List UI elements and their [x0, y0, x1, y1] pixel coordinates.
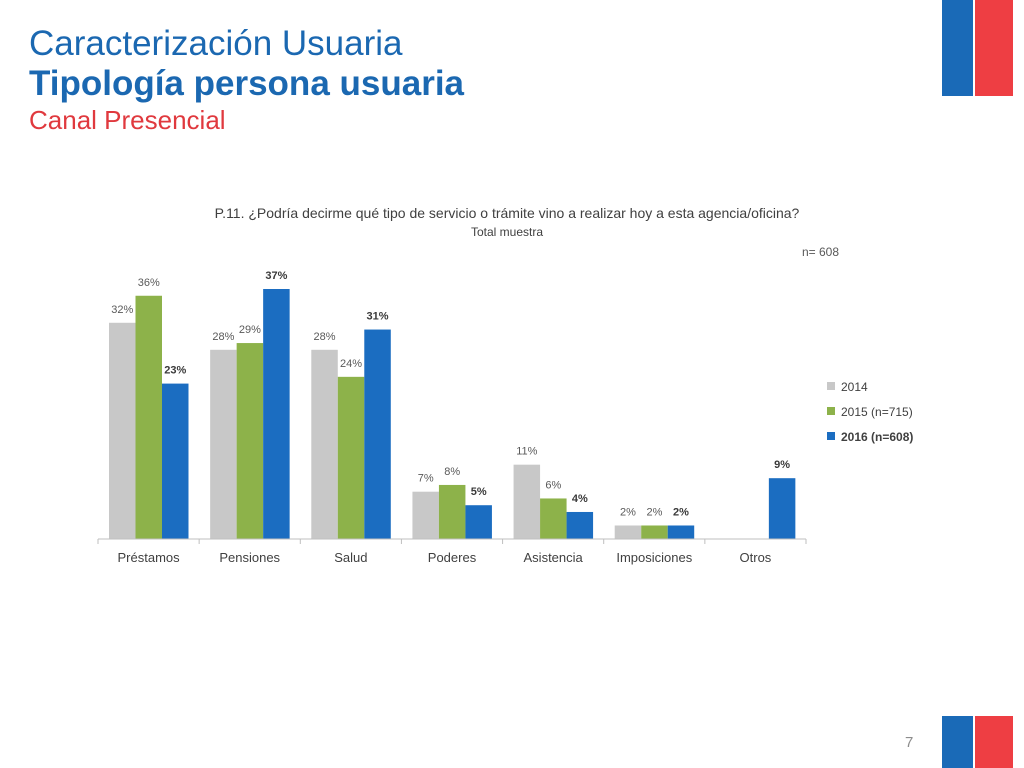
data-label: 9%: [774, 459, 790, 471]
sample-size-note: n= 608: [802, 245, 839, 259]
x-tick-label: Préstamos: [118, 550, 181, 565]
bar: [614, 525, 642, 539]
data-label: 6%: [545, 479, 561, 491]
data-label: 31%: [367, 311, 389, 323]
data-label: 8%: [444, 466, 460, 478]
data-label: 5%: [471, 486, 487, 498]
bar: [667, 525, 695, 539]
x-tick-label: Otros: [740, 550, 772, 565]
data-label: 7%: [418, 473, 434, 485]
page-number: 7: [905, 734, 914, 751]
bar: [540, 498, 567, 539]
data-label: 11%: [516, 446, 537, 458]
bar: [412, 491, 439, 539]
bar: [465, 505, 492, 539]
x-tick-label: Asistencia: [524, 550, 584, 565]
legend-label: 2015 (n=715): [841, 405, 913, 419]
bar: [337, 376, 365, 539]
x-tick-label: Imposiciones: [616, 550, 692, 565]
data-label: 23%: [164, 365, 186, 377]
bar: [162, 383, 189, 539]
bar: [641, 525, 668, 539]
brand-flag-bottom: [942, 716, 1013, 768]
legend-swatch: [827, 382, 835, 390]
data-label: 2%: [620, 506, 636, 518]
data-label: 32%: [111, 304, 133, 316]
data-label: 28%: [314, 331, 336, 343]
bar: [364, 329, 391, 539]
data-label: 2%: [647, 506, 663, 518]
flag-blue-stripe: [942, 0, 973, 96]
value-labels-layer: 32% 36% 23% 28% 29% 37% 28% 24% 31% 7% 8% 5% 11% 6% 4%…: [111, 270, 790, 518]
brand-flag-top: [942, 0, 1013, 96]
bar: [135, 295, 162, 539]
data-label: 4%: [572, 493, 588, 505]
legend-swatch: [827, 407, 835, 415]
bar: [109, 322, 136, 539]
data-label: 24%: [340, 358, 362, 370]
bars-layer: [109, 289, 796, 539]
bar: [263, 289, 290, 539]
bar: [438, 484, 466, 539]
bar: [236, 343, 264, 539]
legend: 2014 2015 (n=715) 2016 (n=608): [827, 380, 913, 444]
chart-subtitle: Total muestra: [471, 225, 543, 239]
data-label: 29%: [239, 324, 261, 336]
page-title: Caracterización Usuaria: [29, 24, 403, 63]
data-label: 28%: [212, 331, 234, 343]
x-axis-ticks: [97, 539, 807, 544]
flag-red-stripe: [975, 0, 1013, 96]
bar: [311, 349, 338, 539]
flag-red-stripe: [975, 716, 1013, 768]
flag-blue-stripe: [942, 716, 973, 768]
page-subtitle: Tipología persona usuaria: [29, 64, 465, 103]
x-axis-labels: Préstamos Pensiones Salud Poderes Asistencia…: [118, 550, 772, 565]
channel-label: Canal Presencial: [29, 105, 226, 135]
bar: [768, 478, 796, 539]
data-label: 2%: [673, 506, 689, 518]
data-label: 37%: [265, 270, 287, 282]
bar: [566, 511, 594, 539]
bar: [513, 464, 541, 539]
data-label: 36%: [138, 277, 160, 289]
bar: [210, 349, 237, 539]
chart-title: P.11. ¿Podría decirme qué tipo de servic…: [215, 205, 800, 221]
x-tick-label: Pensiones: [219, 550, 280, 565]
legend-swatch: [827, 432, 835, 440]
legend-label: 2016 (n=608): [841, 430, 913, 444]
x-tick-label: Salud: [334, 550, 367, 565]
legend-label: 2014: [841, 380, 868, 394]
x-tick-label: Poderes: [428, 550, 477, 565]
